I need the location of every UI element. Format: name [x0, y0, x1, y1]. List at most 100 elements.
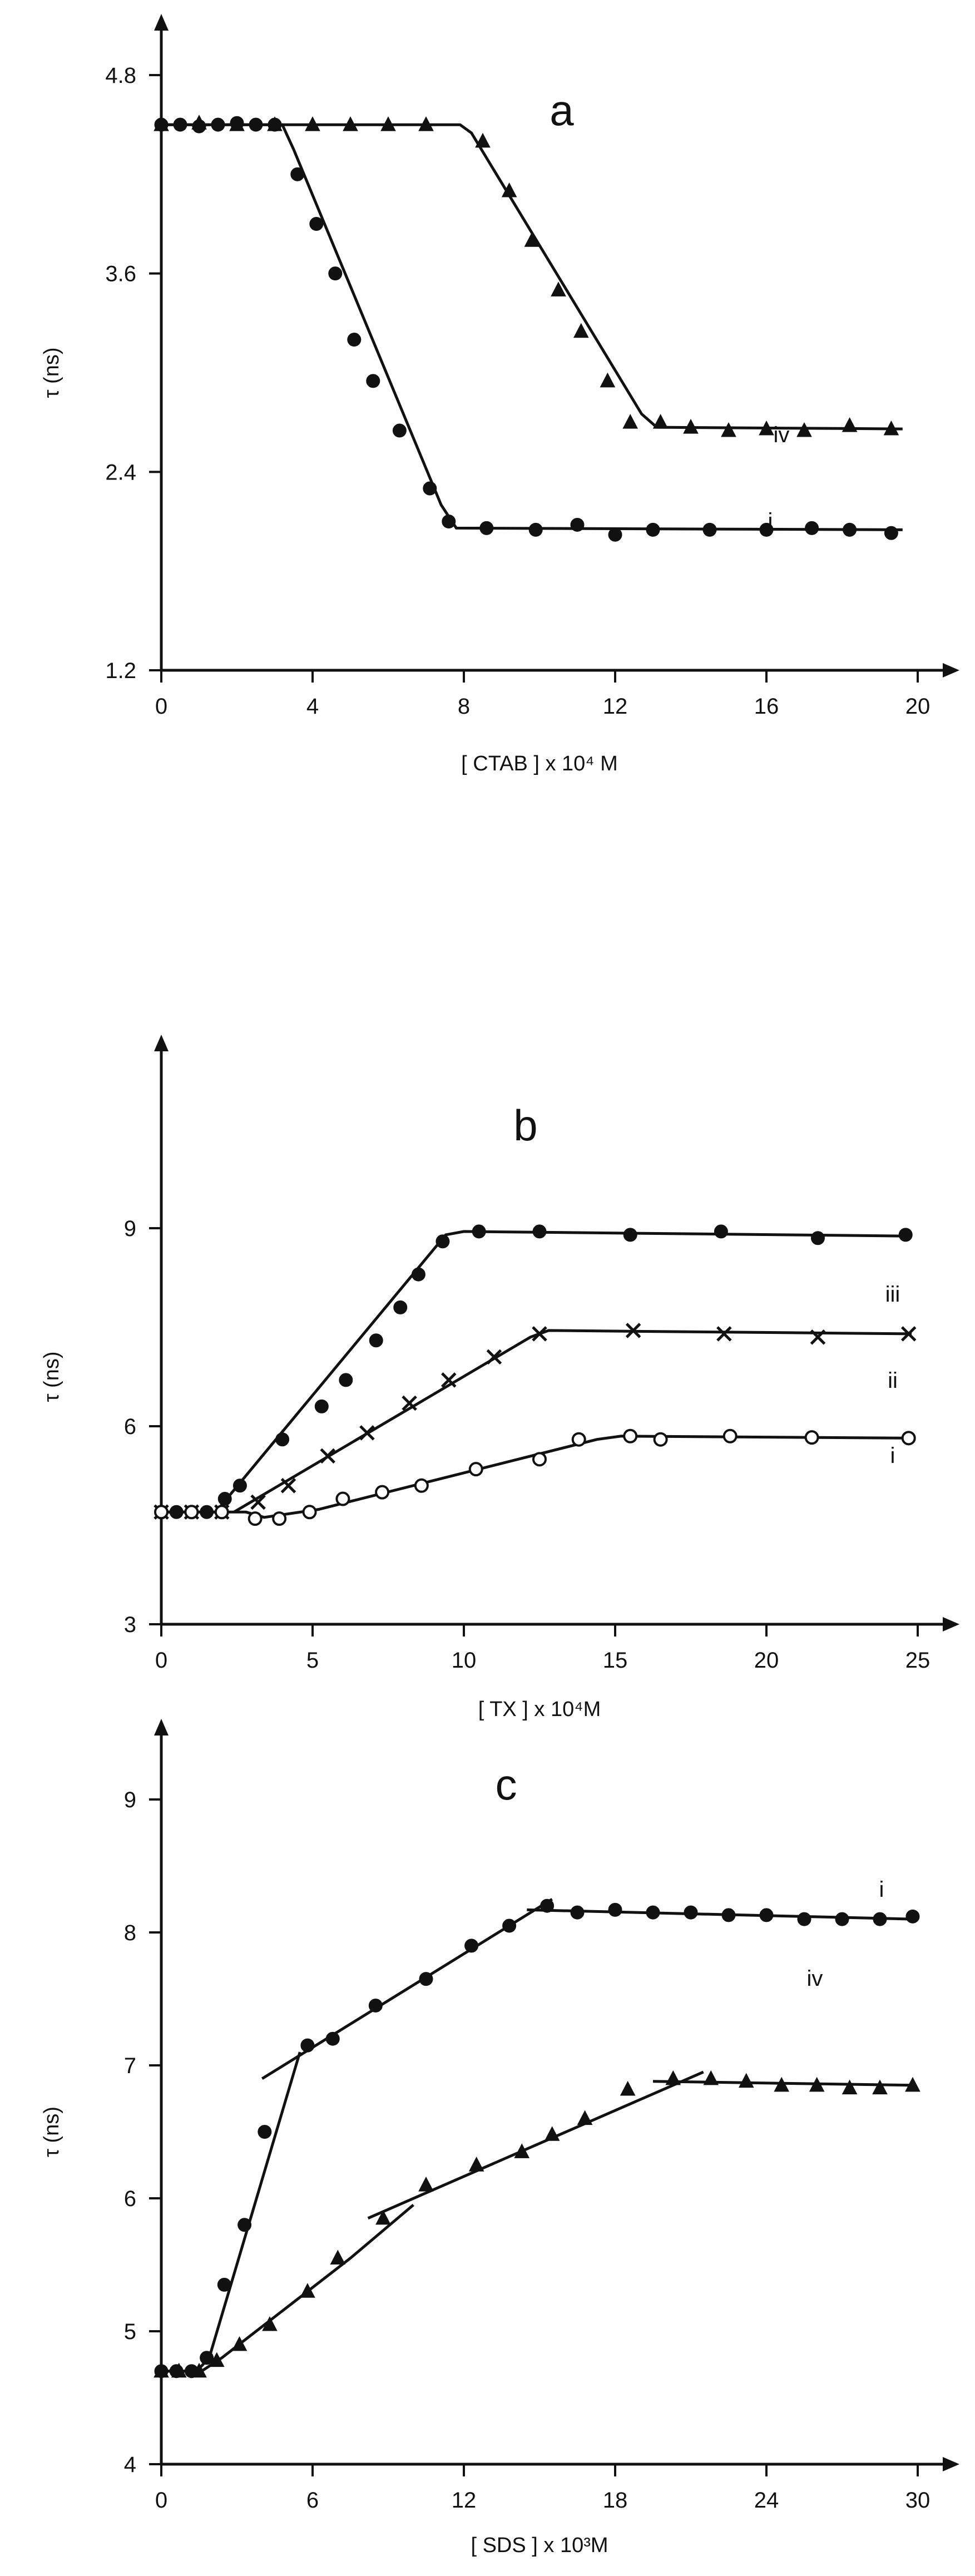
- panel-a-series-iv-point: [600, 372, 616, 388]
- panel-b-series-iii-point: [335, 1491, 350, 1506]
- panel-a-x-axis-title: [ CTAB ] x 10⁴ M: [461, 752, 618, 775]
- panel-a-series-iv-fit-line: [161, 123, 903, 431]
- panel-c-series-iv-point: [809, 2076, 825, 2092]
- panel-c-series-i-point: [540, 1898, 555, 1913]
- panel-b-series-i-point: [623, 1228, 637, 1242]
- panel-b-series-i-point: [472, 1224, 486, 1239]
- panel-b-series-i-point: [810, 1231, 825, 1245]
- panel-a-series-iv-point: [652, 414, 669, 429]
- panel-a-series-i-point: [884, 526, 898, 540]
- panel-c-series-iv-point: [905, 2076, 920, 2092]
- panel-c-x-tick-label: 0: [155, 2488, 167, 2513]
- panel-a-series-iv-point: [551, 281, 566, 296]
- panel-c-series-iv-fit-line: [161, 2203, 414, 2373]
- panel-b-series-ii-point: [486, 1349, 502, 1365]
- panel-a-series-i-point: [479, 521, 494, 535]
- panel-b-series-i-point: [339, 1373, 353, 1387]
- panel-a-series-iv-point: [305, 116, 320, 131]
- panel-c-series-i-point: [368, 1998, 383, 2013]
- panel-b-series-i-point: [275, 1432, 290, 1447]
- panel-a-series-i-point: [392, 423, 407, 438]
- panel-c-y-tick-label: 6: [124, 2187, 136, 2211]
- panel-a-series-iv-point: [154, 116, 169, 131]
- panel-c-series-i-fit-line: [527, 1908, 913, 1921]
- panel-a-series-i-point: [211, 117, 225, 132]
- panel-b-series-i-label: i: [890, 1443, 895, 1468]
- panel-c-x-axis-title: [ SDS ] x 10³M: [471, 2534, 608, 2557]
- panel-b-series-iii-point: [154, 1505, 169, 1520]
- panel-c-series-iv-point: [738, 2073, 754, 2088]
- panel-c-series-iv-point: [231, 2336, 248, 2351]
- panel-a-x-tick-label: 12: [603, 694, 628, 719]
- panel-a-series-iv-point: [573, 323, 589, 338]
- panel-b-series-iii-point: [468, 1462, 483, 1477]
- panel-a-series-iv-point: [721, 422, 736, 437]
- panel-c-series-i-point: [759, 1908, 774, 1922]
- panel-a-series-iv-point: [501, 182, 517, 197]
- panel-a-series-iv-point: [229, 116, 245, 131]
- panel-a-series-i-point: [528, 522, 543, 537]
- panel-c-series-iv-point: [418, 2177, 434, 2192]
- panel-b-panel-letter: b: [513, 1101, 537, 1150]
- panel-b-series-ii-point: [280, 1478, 296, 1494]
- panel-b-x-tick-label: 25: [905, 1648, 931, 1673]
- panel-c-series-iv-point: [171, 2362, 187, 2378]
- panel-b-series-i-point: [217, 1492, 232, 1506]
- panel-c-x-tick-label: 18: [603, 2488, 628, 2513]
- panel-b-x-tick-label: 15: [603, 1648, 628, 1673]
- panel-c-x-tick-label: 24: [754, 2488, 779, 2513]
- panel-c-x-tick-label: 12: [452, 2488, 477, 2513]
- panel-b-x-axis-title: [ TX ] x 10⁴M: [478, 1698, 601, 1721]
- panel-c-y-axis-title: τ (ns): [40, 2107, 63, 2157]
- panel-b-series-ii-point: [810, 1329, 826, 1345]
- panel-b-series-ii-point: [402, 1395, 417, 1411]
- panel-b-series-i-point: [435, 1234, 450, 1249]
- panel-b-y-axis-title: τ (ns): [40, 1351, 63, 1402]
- panel-a-series-i-point: [366, 374, 380, 388]
- panel-c-series-iv-point: [842, 2079, 858, 2095]
- panel-a-x-tick-label: 20: [905, 694, 931, 719]
- panel-b-y-tick-label: 6: [124, 1415, 136, 1439]
- panel-a-series-iv-point: [267, 116, 283, 131]
- panel-b-series-ii-point: [320, 1448, 335, 1464]
- panel-b-series-iii-label: iii: [885, 1282, 900, 1307]
- panel-a-series-iv-point: [418, 116, 434, 131]
- panel-a-series-iv-label: iv: [774, 423, 790, 447]
- panel-c-series-i-point: [721, 1908, 736, 1922]
- panel-b-series-iii-point: [184, 1505, 199, 1520]
- panel-c-series-iv-point: [300, 2283, 315, 2298]
- panel-a-series-i-point: [173, 117, 187, 132]
- panel-a-series-i-point: [249, 117, 263, 132]
- panel-c-series-iv-fit-line: [367, 2070, 704, 2220]
- panel-c-x-tick-label: 30: [905, 2488, 931, 2513]
- panel-c-series-iv-point: [514, 2143, 530, 2158]
- panel-a-panel-letter: a: [550, 86, 574, 135]
- panel-c-x-tick-label: 6: [306, 2488, 319, 2513]
- panel-a-series-iv-point: [796, 422, 812, 437]
- panel-a-x-tick-label: 8: [458, 694, 470, 719]
- panel-b-series-ii-point: [625, 1323, 641, 1338]
- panel-c-series-iv-point: [703, 2070, 719, 2085]
- panel-c-series-i-point: [608, 1902, 622, 1917]
- panel-a-series-iv-point: [622, 414, 639, 429]
- panel-c-y-tick-label: 8: [124, 1921, 136, 1945]
- panel-b-series-i-fit-line: [161, 1230, 912, 1514]
- panel-c-series-i-point: [905, 1909, 920, 1924]
- panel-b-series-iii-point: [214, 1505, 229, 1520]
- panel-b-series-iii-point: [571, 1432, 586, 1447]
- panel-b-series-iii-point: [414, 1478, 429, 1493]
- panel-a-y-tick-label: 2.4: [105, 460, 136, 484]
- panel-a-x-tick-label: 4: [306, 694, 319, 719]
- panel-c-series-iv-point: [544, 2126, 560, 2141]
- panel-a-series-iv-point: [842, 417, 858, 432]
- panel-c-y-tick-label: 4: [124, 2453, 136, 2477]
- panel-c-series-i-point: [200, 2351, 214, 2365]
- panel-c-series-i-point: [217, 2277, 231, 2292]
- panel-b-y-tick-label: 9: [124, 1217, 136, 1241]
- panel-c-series-i-point: [835, 1912, 849, 1926]
- panel-b-series-i-point: [411, 1267, 425, 1282]
- panel-b-series-ii-point: [359, 1425, 375, 1441]
- panel-a-series-i-point: [290, 167, 305, 181]
- panel-c-series-iv-point: [262, 2316, 278, 2331]
- panel-b-x-tick-label: 10: [452, 1648, 477, 1673]
